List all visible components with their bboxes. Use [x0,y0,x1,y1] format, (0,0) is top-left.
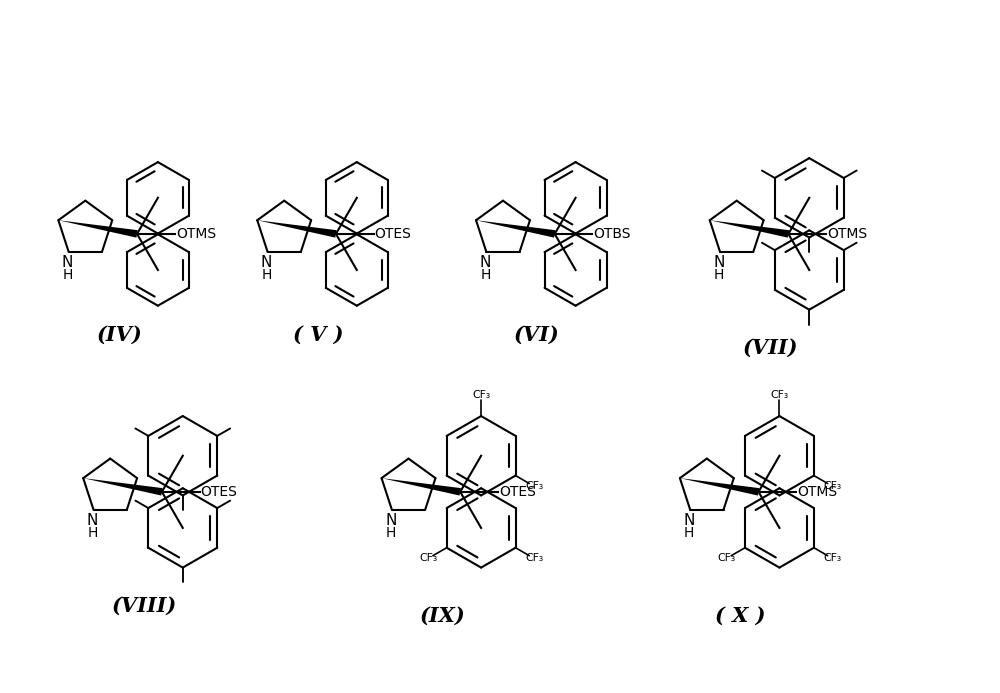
Text: CF₃: CF₃ [525,554,543,563]
Text: CF₃: CF₃ [419,554,437,563]
Text: N: N [87,513,98,527]
Polygon shape [680,478,759,495]
Text: H: H [87,525,98,540]
Text: H: H [62,267,73,281]
Text: CF₃: CF₃ [717,554,736,563]
Text: N: N [385,513,397,527]
Text: CF₃: CF₃ [770,389,789,400]
Text: ( V ): ( V ) [293,325,343,345]
Polygon shape [476,220,555,238]
Text: ( X ): ( X ) [715,606,766,626]
Text: N: N [62,255,73,270]
Text: OTMS: OTMS [797,485,837,499]
Text: H: H [386,525,396,540]
Text: (IV): (IV) [96,325,142,345]
Text: H: H [684,525,694,540]
Text: (IX): (IX) [419,606,465,626]
Polygon shape [83,478,163,495]
Polygon shape [58,220,138,238]
Text: OTES: OTES [375,227,412,241]
Text: H: H [261,267,272,281]
Text: (VIII): (VIII) [111,596,177,616]
Text: OTBS: OTBS [593,227,631,241]
Text: OTES: OTES [499,485,536,499]
Text: CF₃: CF₃ [823,554,841,563]
Text: CF₃: CF₃ [472,389,490,400]
Polygon shape [257,220,337,238]
Text: (VII): (VII) [743,338,798,358]
Text: (VI): (VI) [514,325,560,345]
Text: N: N [713,255,725,270]
Text: N: N [480,255,491,270]
Text: H: H [714,267,724,281]
Text: CF₃: CF₃ [823,481,841,491]
Text: N: N [684,513,695,527]
Text: OTMS: OTMS [176,227,216,241]
Polygon shape [710,220,789,238]
Text: OTMS: OTMS [827,227,867,241]
Text: CF₃: CF₃ [525,481,543,491]
Text: N: N [261,255,272,270]
Text: H: H [480,267,491,281]
Text: OTES: OTES [201,485,238,499]
Polygon shape [382,478,461,495]
